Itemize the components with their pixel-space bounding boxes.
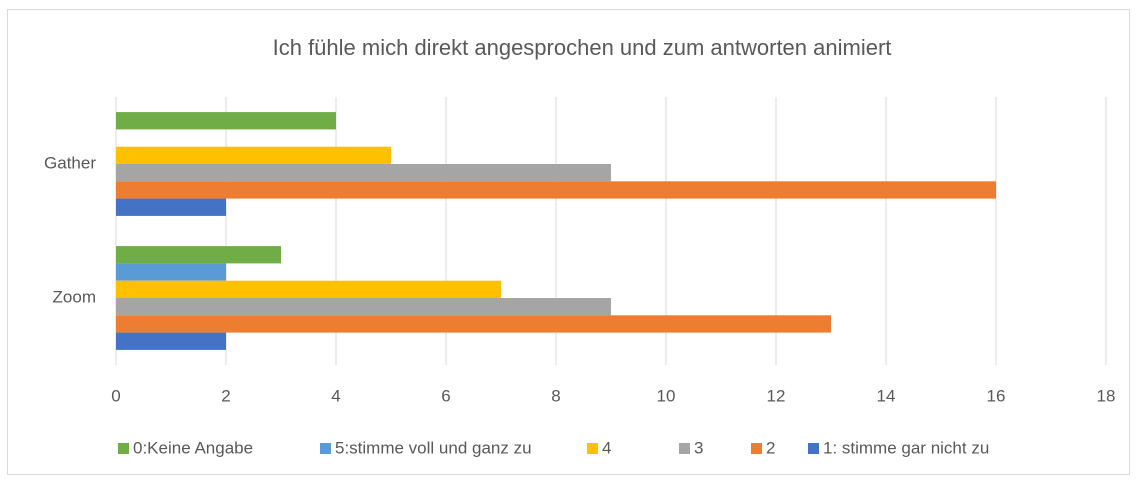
x-tick-label: 8 [551,386,560,405]
chart-title: Ich fühle mich direkt angesprochen und z… [273,35,892,60]
bar [116,146,391,164]
legend-swatch [808,443,819,454]
legend-label: 5:stimme voll und ganz zu [335,438,532,457]
chart-frame [7,9,1130,475]
legend-swatch [320,443,331,454]
x-tick-label: 14 [877,386,896,405]
bar [116,280,501,298]
legend-label: 4 [602,438,611,457]
legend-label: 1: stimme gar nicht zu [823,438,989,457]
y-tick-label: Zoom [53,287,96,306]
y-tick-label: Gather [44,153,96,172]
legend-swatch [751,443,762,454]
bar [116,164,611,182]
bar [116,298,611,316]
bar [116,181,996,199]
bar [116,332,226,350]
x-tick-label: 2 [221,386,230,405]
x-tick-label: 12 [767,386,786,405]
bar [116,198,226,216]
bar [116,246,281,264]
legend-swatch [118,443,129,454]
x-tick-label: 6 [441,386,450,405]
legend-label: 3 [694,438,703,457]
x-tick-label: 4 [331,386,340,405]
x-tick-label: 16 [987,386,1006,405]
x-tick-label: 0 [111,386,120,405]
x-tick-label: 10 [657,386,676,405]
legend-label: 0:Keine Angabe [133,438,253,457]
legend-label: 2 [766,438,775,457]
legend-swatch [587,443,598,454]
legend-swatch [679,443,690,454]
x-tick-label: 18 [1097,386,1116,405]
bar [116,112,336,130]
bar [116,315,831,333]
bar [116,263,226,281]
